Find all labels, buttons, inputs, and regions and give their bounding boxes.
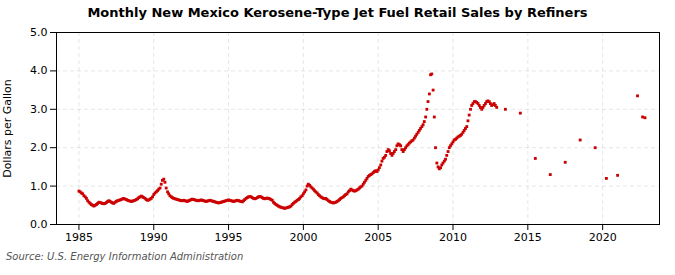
svg-text:1995: 1995 — [215, 231, 243, 244]
svg-text:5.0: 5.0 — [30, 26, 48, 39]
svg-text:1985: 1985 — [65, 231, 93, 244]
svg-text:1.0: 1.0 — [30, 180, 48, 193]
svg-text:4.0: 4.0 — [30, 64, 48, 77]
svg-text:1990: 1990 — [140, 231, 168, 244]
svg-text:0.0: 0.0 — [30, 218, 48, 231]
svg-text:2010: 2010 — [439, 231, 467, 244]
svg-text:3.0: 3.0 — [30, 103, 48, 116]
svg-text:2000: 2000 — [289, 231, 317, 244]
svg-text:Dollars per Gallon: Dollars per Gallon — [1, 79, 14, 178]
html-text:Source: U.S. Energy Informatio: Source: U.S. Energy Information Administ… — [6, 251, 244, 262]
svg-text:2015: 2015 — [514, 231, 542, 244]
svg-text:2020: 2020 — [589, 231, 617, 244]
svg-text:2.0: 2.0 — [30, 141, 48, 154]
svg-text:2005: 2005 — [364, 231, 392, 244]
html-text:Monthly New Mexico Kerosene-Ty: Monthly New Mexico Kerosene-Type Jet Fue… — [87, 5, 588, 20]
